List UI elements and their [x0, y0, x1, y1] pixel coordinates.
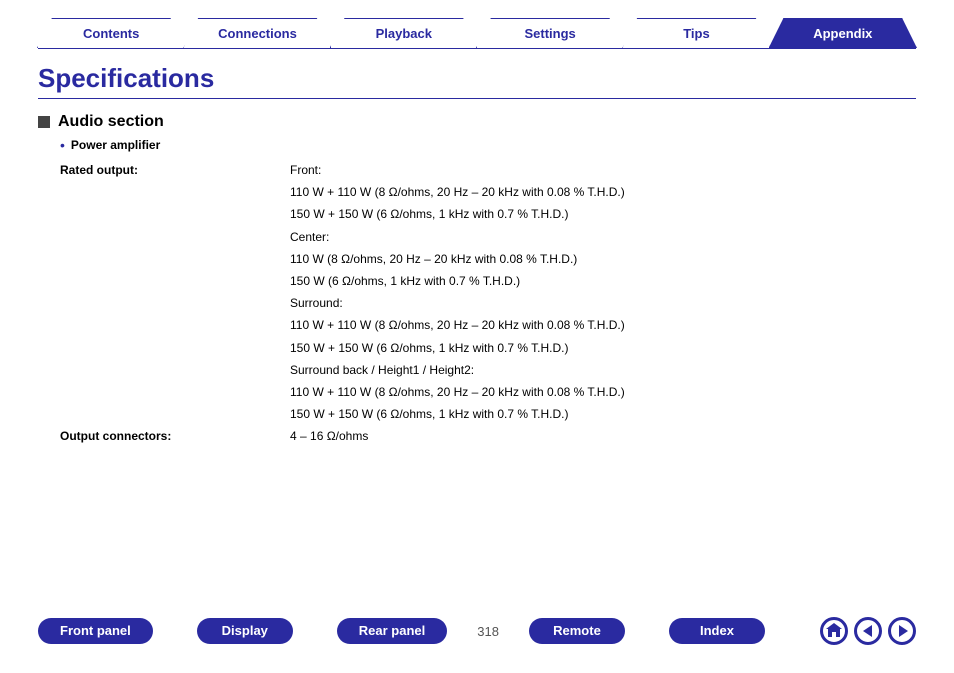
page-root: Contents Connections Playback Settings T…: [0, 0, 954, 673]
tab-appendix[interactable]: Appendix: [769, 18, 917, 48]
tab-playback[interactable]: Playback: [330, 18, 478, 48]
spec-row-rated-output: Rated output: Front: 110 W + 110 W (8 Ω/…: [60, 159, 916, 425]
subheading: Power amplifier: [71, 138, 160, 152]
spec-row-output-connectors: Output connectors: 4 – 16 Ω/ohms: [60, 425, 916, 447]
spec-line: Front:: [290, 159, 916, 181]
spec-line: 150 W + 150 W (6 Ω/ohms, 1 kHz with 0.7 …: [290, 337, 916, 359]
index-button[interactable]: Index: [669, 618, 765, 644]
spec-line: 110 W (8 Ω/ohms, 20 Hz – 20 kHz with 0.0…: [290, 248, 916, 270]
front-panel-button[interactable]: Front panel: [38, 618, 153, 644]
prev-button[interactable]: [854, 617, 882, 645]
tab-settings[interactable]: Settings: [476, 18, 624, 48]
page-number: 318: [477, 624, 499, 639]
arrow-left-icon: [863, 625, 872, 637]
spec-line: Center:: [290, 226, 916, 248]
spec-line: 150 W + 150 W (6 Ω/ohms, 1 kHz with 0.7 …: [290, 203, 916, 225]
spec-line: Surround:: [290, 292, 916, 314]
home-icon: [826, 624, 842, 638]
home-button[interactable]: [820, 617, 848, 645]
tab-connections[interactable]: Connections: [183, 18, 331, 48]
spec-label: Output connectors:: [60, 425, 290, 447]
spec-line: 150 W (6 Ω/ohms, 1 kHz with 0.7 % T.H.D.…: [290, 270, 916, 292]
spec-line: 110 W + 110 W (8 Ω/ohms, 20 Hz – 20 kHz …: [290, 381, 916, 403]
section-heading-row: Audio section: [38, 113, 916, 131]
spec-line: Surround back / Height1 / Height2:: [290, 359, 916, 381]
rear-panel-button[interactable]: Rear panel: [337, 618, 447, 644]
spec-values: 4 – 16 Ω/ohms: [290, 425, 916, 447]
page-title: Specifications: [38, 63, 916, 99]
section-heading: Audio section: [58, 113, 164, 131]
spec-line: 150 W + 150 W (6 Ω/ohms, 1 kHz with 0.7 …: [290, 403, 916, 425]
spec-values: Front: 110 W + 110 W (8 Ω/ohms, 20 Hz – …: [290, 159, 916, 425]
top-tabs: Contents Connections Playback Settings T…: [38, 18, 916, 49]
spec-line: 110 W + 110 W (8 Ω/ohms, 20 Hz – 20 kHz …: [290, 181, 916, 203]
spec-line: 110 W + 110 W (8 Ω/ohms, 20 Hz – 20 kHz …: [290, 314, 916, 336]
spec-body: Rated output: Front: 110 W + 110 W (8 Ω/…: [60, 159, 916, 447]
square-bullet-icon: [38, 116, 50, 128]
tab-contents[interactable]: Contents: [37, 18, 185, 48]
display-button[interactable]: Display: [197, 618, 293, 644]
subheading-row: Power amplifier: [60, 137, 916, 153]
remote-button[interactable]: Remote: [529, 618, 625, 644]
next-button[interactable]: [888, 617, 916, 645]
spec-line: 4 – 16 Ω/ohms: [290, 425, 916, 447]
bottom-bar: Front panel Display Rear panel 318 Remot…: [38, 617, 916, 645]
nav-icons: [820, 617, 916, 645]
arrow-right-icon: [899, 625, 908, 637]
tab-tips[interactable]: Tips: [622, 18, 770, 48]
spec-label: Rated output:: [60, 159, 290, 425]
